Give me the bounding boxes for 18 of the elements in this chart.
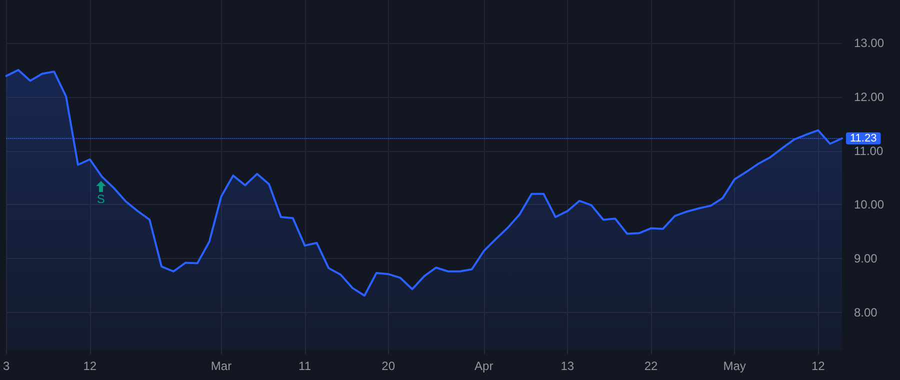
y-tick-label: 8.00 — [854, 305, 878, 320]
y-tick-label: 13.00 — [854, 36, 884, 50]
x-tick-label: 13 — [560, 359, 574, 373]
x-tick-label: 12 — [83, 359, 97, 373]
y-tick-label: 12.00 — [854, 90, 884, 104]
ref-line-label: 11.23 — [850, 132, 877, 144]
x-tick-label: Mar — [210, 359, 232, 373]
x-tick-label: Apr — [474, 359, 494, 373]
x-tick-label: 3 — [2, 359, 10, 373]
x-tick-label: 22 — [644, 359, 658, 373]
x-tick-label: 12 — [811, 359, 826, 373]
annotation: S — [96, 192, 105, 206]
x-tick-label: 11 — [298, 359, 312, 373]
y-tick-label: 11.00 — [854, 144, 884, 158]
x-tick-label: 20 — [382, 359, 396, 373]
y-tick-label: 9.00 — [854, 251, 878, 266]
x-tick-label: May — [723, 359, 746, 373]
y-tick-label: 10.00 — [854, 198, 884, 212]
